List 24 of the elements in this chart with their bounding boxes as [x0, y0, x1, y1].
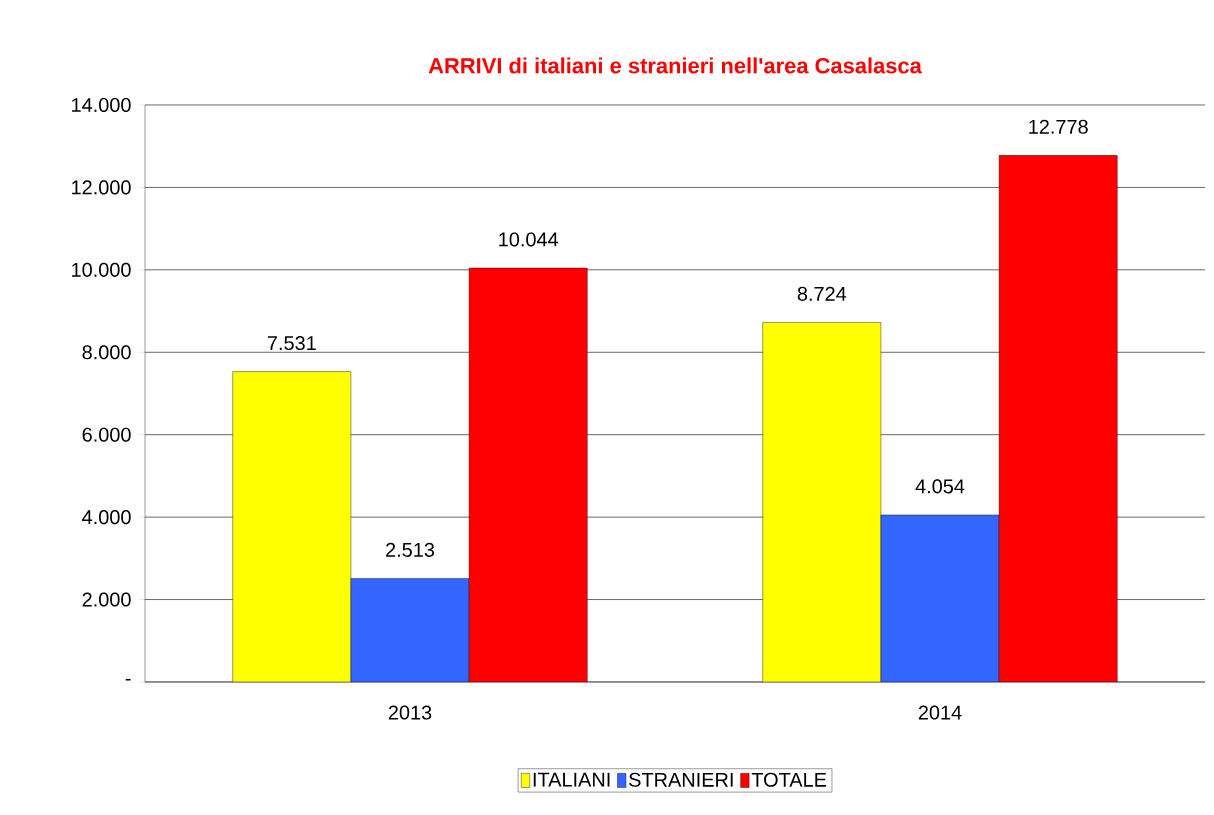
legend-label: ITALIANI — [533, 772, 610, 787]
y-tick-label: 8.000 — [82, 345, 131, 360]
y-tick-label: 14.000 — [72, 97, 131, 113]
data-label: 4.054 — [915, 479, 965, 494]
y-tick-label: - — [125, 678, 131, 681]
y-tick-label: 6.000 — [82, 427, 131, 442]
bar — [468, 267, 588, 682]
legend-label: TOTALE — [751, 772, 827, 787]
data-label: 2.513 — [386, 542, 435, 557]
x-tick-label: 2013 — [388, 705, 432, 720]
y-tick-label: 12.000 — [72, 180, 131, 195]
bar — [232, 371, 352, 682]
data-label: 8.724 — [797, 286, 847, 301]
x-tick-label: 2014 — [918, 705, 962, 720]
y-tick-label: 10.000 — [72, 262, 131, 277]
bar — [762, 322, 882, 682]
data-label: 10.044 — [499, 232, 559, 247]
bar — [998, 155, 1118, 682]
data-label: 7.531 — [267, 335, 316, 351]
data-label: 12.778 — [1029, 119, 1088, 134]
chart-title: ARRIVI di italiani e stranieri nell'area Casalasca — [428, 57, 922, 74]
y-tick-label: 2.000 — [82, 592, 131, 607]
y-tick-label: 4.000 — [82, 510, 131, 525]
legend-label: STRANIERI — [629, 772, 733, 787]
